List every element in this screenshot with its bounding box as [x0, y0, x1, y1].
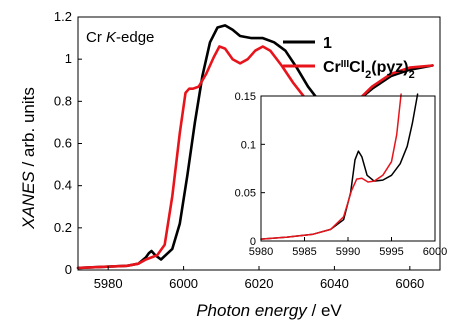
legend-label-1: 1: [323, 35, 332, 52]
main-y-tick-label: 0.6: [54, 136, 72, 151]
y-axis-title: XANES / arb. units: [19, 87, 38, 230]
main-y-tick-label: 0.4: [54, 178, 72, 193]
main-x-tick-label: 5980: [94, 276, 123, 291]
main-y-tick-label: 0: [65, 262, 72, 277]
inset-x-tick-label: 6000: [423, 246, 447, 258]
edge-annotation-italic: K: [106, 29, 117, 46]
inset-y-tick-label: 0: [250, 236, 256, 248]
main-x-tick-label: 6060: [395, 276, 424, 291]
inset-x-tick-label: 5980: [249, 246, 273, 258]
legend-label-part: (pyz): [371, 59, 408, 76]
main-x-tick-label: 6040: [320, 276, 349, 291]
x-axis-title: Photon energy / eV: [196, 301, 342, 320]
x-axis-title-italic: Photon energy: [196, 301, 308, 320]
main-y-tick-label: 1.2: [54, 9, 72, 24]
edge-annotation-prefix: Cr: [86, 29, 106, 46]
inset-background: [229, 96, 435, 241]
inset-x-tick-label: 5990: [336, 246, 360, 258]
main-axes: 5980 6000 6020 6040 6060 0 0.2 0.4 0.6 0.8 1 1.2: [54, 9, 441, 291]
edge-annotation: Cr K-edge: [86, 29, 154, 46]
inset-x-tick-label: 5995: [379, 246, 403, 258]
y-axis-title-unit: / arb. units: [19, 87, 38, 171]
main-y-tick-label: 0.8: [54, 93, 72, 108]
main-x-tick-label: 6000: [169, 276, 198, 291]
legend-label-part: Cr: [323, 59, 341, 76]
inset-axes: 5980 5985 5990 5995 6000 0 0.05 0.1 0.15: [235, 91, 448, 258]
legend-label-criiicl2-pyz-2: CrIIICl2(pyz)2: [323, 59, 415, 82]
inset-chart: 5980 5985 5990 5995 6000 0 0.05 0.1 0.15: [229, 91, 447, 258]
inset-plot-area: [260, 93, 419, 240]
legend-label-part: Cl: [349, 59, 365, 76]
legend-label-part: 2: [365, 69, 371, 81]
inset-y-tick-label: 0.05: [235, 188, 256, 200]
edge-annotation-suffix: -edge: [116, 29, 154, 46]
inset-y-tick-label: 0.1: [241, 139, 256, 151]
x-axis-title-unit: / eV: [307, 301, 343, 320]
main-x-tick-label: 6020: [245, 276, 274, 291]
legend-label-part: 2: [409, 69, 415, 81]
inset-y-tick-label: 0.15: [235, 91, 256, 103]
main-y-tick-label: 1: [65, 51, 72, 66]
legend-label-part: III: [341, 59, 350, 70]
y-axis-title-italic: XANES: [19, 171, 38, 230]
main-y-tick-label: 0.2: [54, 220, 72, 235]
inset-x-tick-label: 5985: [292, 246, 316, 258]
main-chart: 5980 6000 6020 6040 6060 0 0.2 0.4 0.6 0.8 1 1.2 Cr…: [19, 9, 441, 320]
inset-series-line-criiicl2-pyz-2: [260, 93, 402, 240]
